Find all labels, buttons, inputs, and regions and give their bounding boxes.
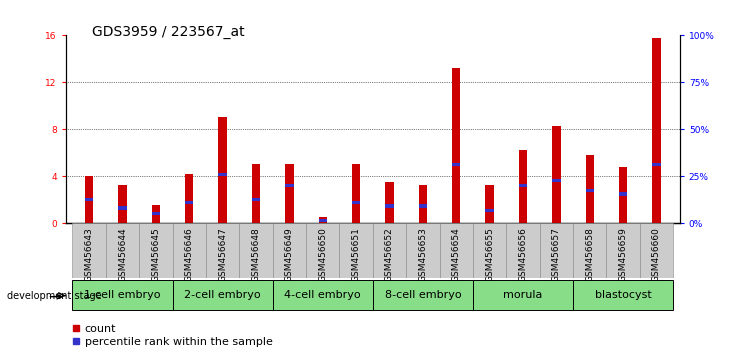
Text: morula: morula xyxy=(504,290,542,300)
Text: GSM456654: GSM456654 xyxy=(452,227,461,282)
Legend: count, percentile rank within the sample: count, percentile rank within the sample xyxy=(72,324,273,347)
Text: development stage: development stage xyxy=(7,291,102,301)
Bar xyxy=(252,164,260,223)
Bar xyxy=(552,179,561,182)
Text: GSM456657: GSM456657 xyxy=(552,227,561,282)
Bar xyxy=(373,280,473,310)
Bar xyxy=(419,185,427,223)
Bar xyxy=(419,205,427,208)
Bar xyxy=(352,164,360,223)
Bar xyxy=(485,185,493,223)
Text: GSM456646: GSM456646 xyxy=(185,227,194,282)
Text: GDS3959 / 223567_at: GDS3959 / 223567_at xyxy=(92,25,244,39)
Bar xyxy=(72,280,173,310)
Bar xyxy=(85,198,94,201)
Bar xyxy=(573,223,607,278)
Bar xyxy=(452,68,461,223)
Text: GSM456648: GSM456648 xyxy=(251,227,260,282)
Text: GSM456651: GSM456651 xyxy=(352,227,360,282)
Bar xyxy=(652,163,661,166)
Bar xyxy=(539,223,573,278)
Bar xyxy=(152,205,160,223)
Bar xyxy=(507,223,539,278)
Text: 8-cell embryo: 8-cell embryo xyxy=(385,290,461,300)
Bar xyxy=(219,118,227,223)
Bar xyxy=(219,173,227,176)
Bar xyxy=(473,280,573,310)
Text: GSM456656: GSM456656 xyxy=(518,227,528,282)
Bar xyxy=(106,223,139,278)
Text: GSM456652: GSM456652 xyxy=(385,227,394,282)
Bar xyxy=(652,38,661,223)
Bar xyxy=(185,201,194,204)
Bar xyxy=(373,223,406,278)
Text: GSM456643: GSM456643 xyxy=(85,227,94,282)
Bar xyxy=(139,223,173,278)
Text: blastocyst: blastocyst xyxy=(595,290,651,300)
Bar xyxy=(352,201,360,204)
Text: 1-cell embryo: 1-cell embryo xyxy=(84,290,161,300)
Bar xyxy=(519,184,527,187)
Bar xyxy=(473,223,507,278)
Text: GSM456650: GSM456650 xyxy=(318,227,327,282)
Bar xyxy=(586,155,594,223)
Text: GSM456655: GSM456655 xyxy=(485,227,494,282)
Text: GSM456653: GSM456653 xyxy=(418,227,428,282)
Bar xyxy=(452,163,461,166)
Text: GSM456647: GSM456647 xyxy=(218,227,227,282)
Bar xyxy=(406,223,439,278)
Bar xyxy=(118,206,126,210)
Bar xyxy=(273,223,306,278)
Text: GSM456658: GSM456658 xyxy=(586,227,594,282)
Bar xyxy=(640,223,673,278)
Bar xyxy=(319,218,327,222)
Bar xyxy=(173,223,206,278)
Text: 4-cell embryo: 4-cell embryo xyxy=(284,290,361,300)
Bar xyxy=(206,223,239,278)
Bar xyxy=(319,217,327,223)
Bar xyxy=(619,167,627,223)
Bar xyxy=(252,198,260,201)
Text: GSM456644: GSM456644 xyxy=(118,227,127,282)
Bar xyxy=(85,176,94,223)
Bar xyxy=(152,212,160,215)
Text: GSM456645: GSM456645 xyxy=(151,227,160,282)
Bar xyxy=(573,280,673,310)
Text: 2-cell embryo: 2-cell embryo xyxy=(184,290,261,300)
Text: GSM456649: GSM456649 xyxy=(285,227,294,282)
Bar xyxy=(619,192,627,195)
Text: GSM456660: GSM456660 xyxy=(652,227,661,282)
Bar xyxy=(72,223,106,278)
Bar xyxy=(173,280,273,310)
Bar xyxy=(485,209,493,212)
Bar xyxy=(607,223,640,278)
Bar xyxy=(285,184,294,187)
Bar xyxy=(118,185,126,223)
Bar xyxy=(586,189,594,192)
Bar xyxy=(185,174,194,223)
Bar xyxy=(552,126,561,223)
Text: GSM456659: GSM456659 xyxy=(618,227,628,282)
Bar xyxy=(519,150,527,223)
Bar xyxy=(273,280,373,310)
Bar xyxy=(339,223,373,278)
Bar xyxy=(385,182,394,223)
Bar xyxy=(239,223,273,278)
Bar xyxy=(439,223,473,278)
Bar xyxy=(385,205,394,208)
Bar xyxy=(285,164,294,223)
Bar xyxy=(306,223,339,278)
